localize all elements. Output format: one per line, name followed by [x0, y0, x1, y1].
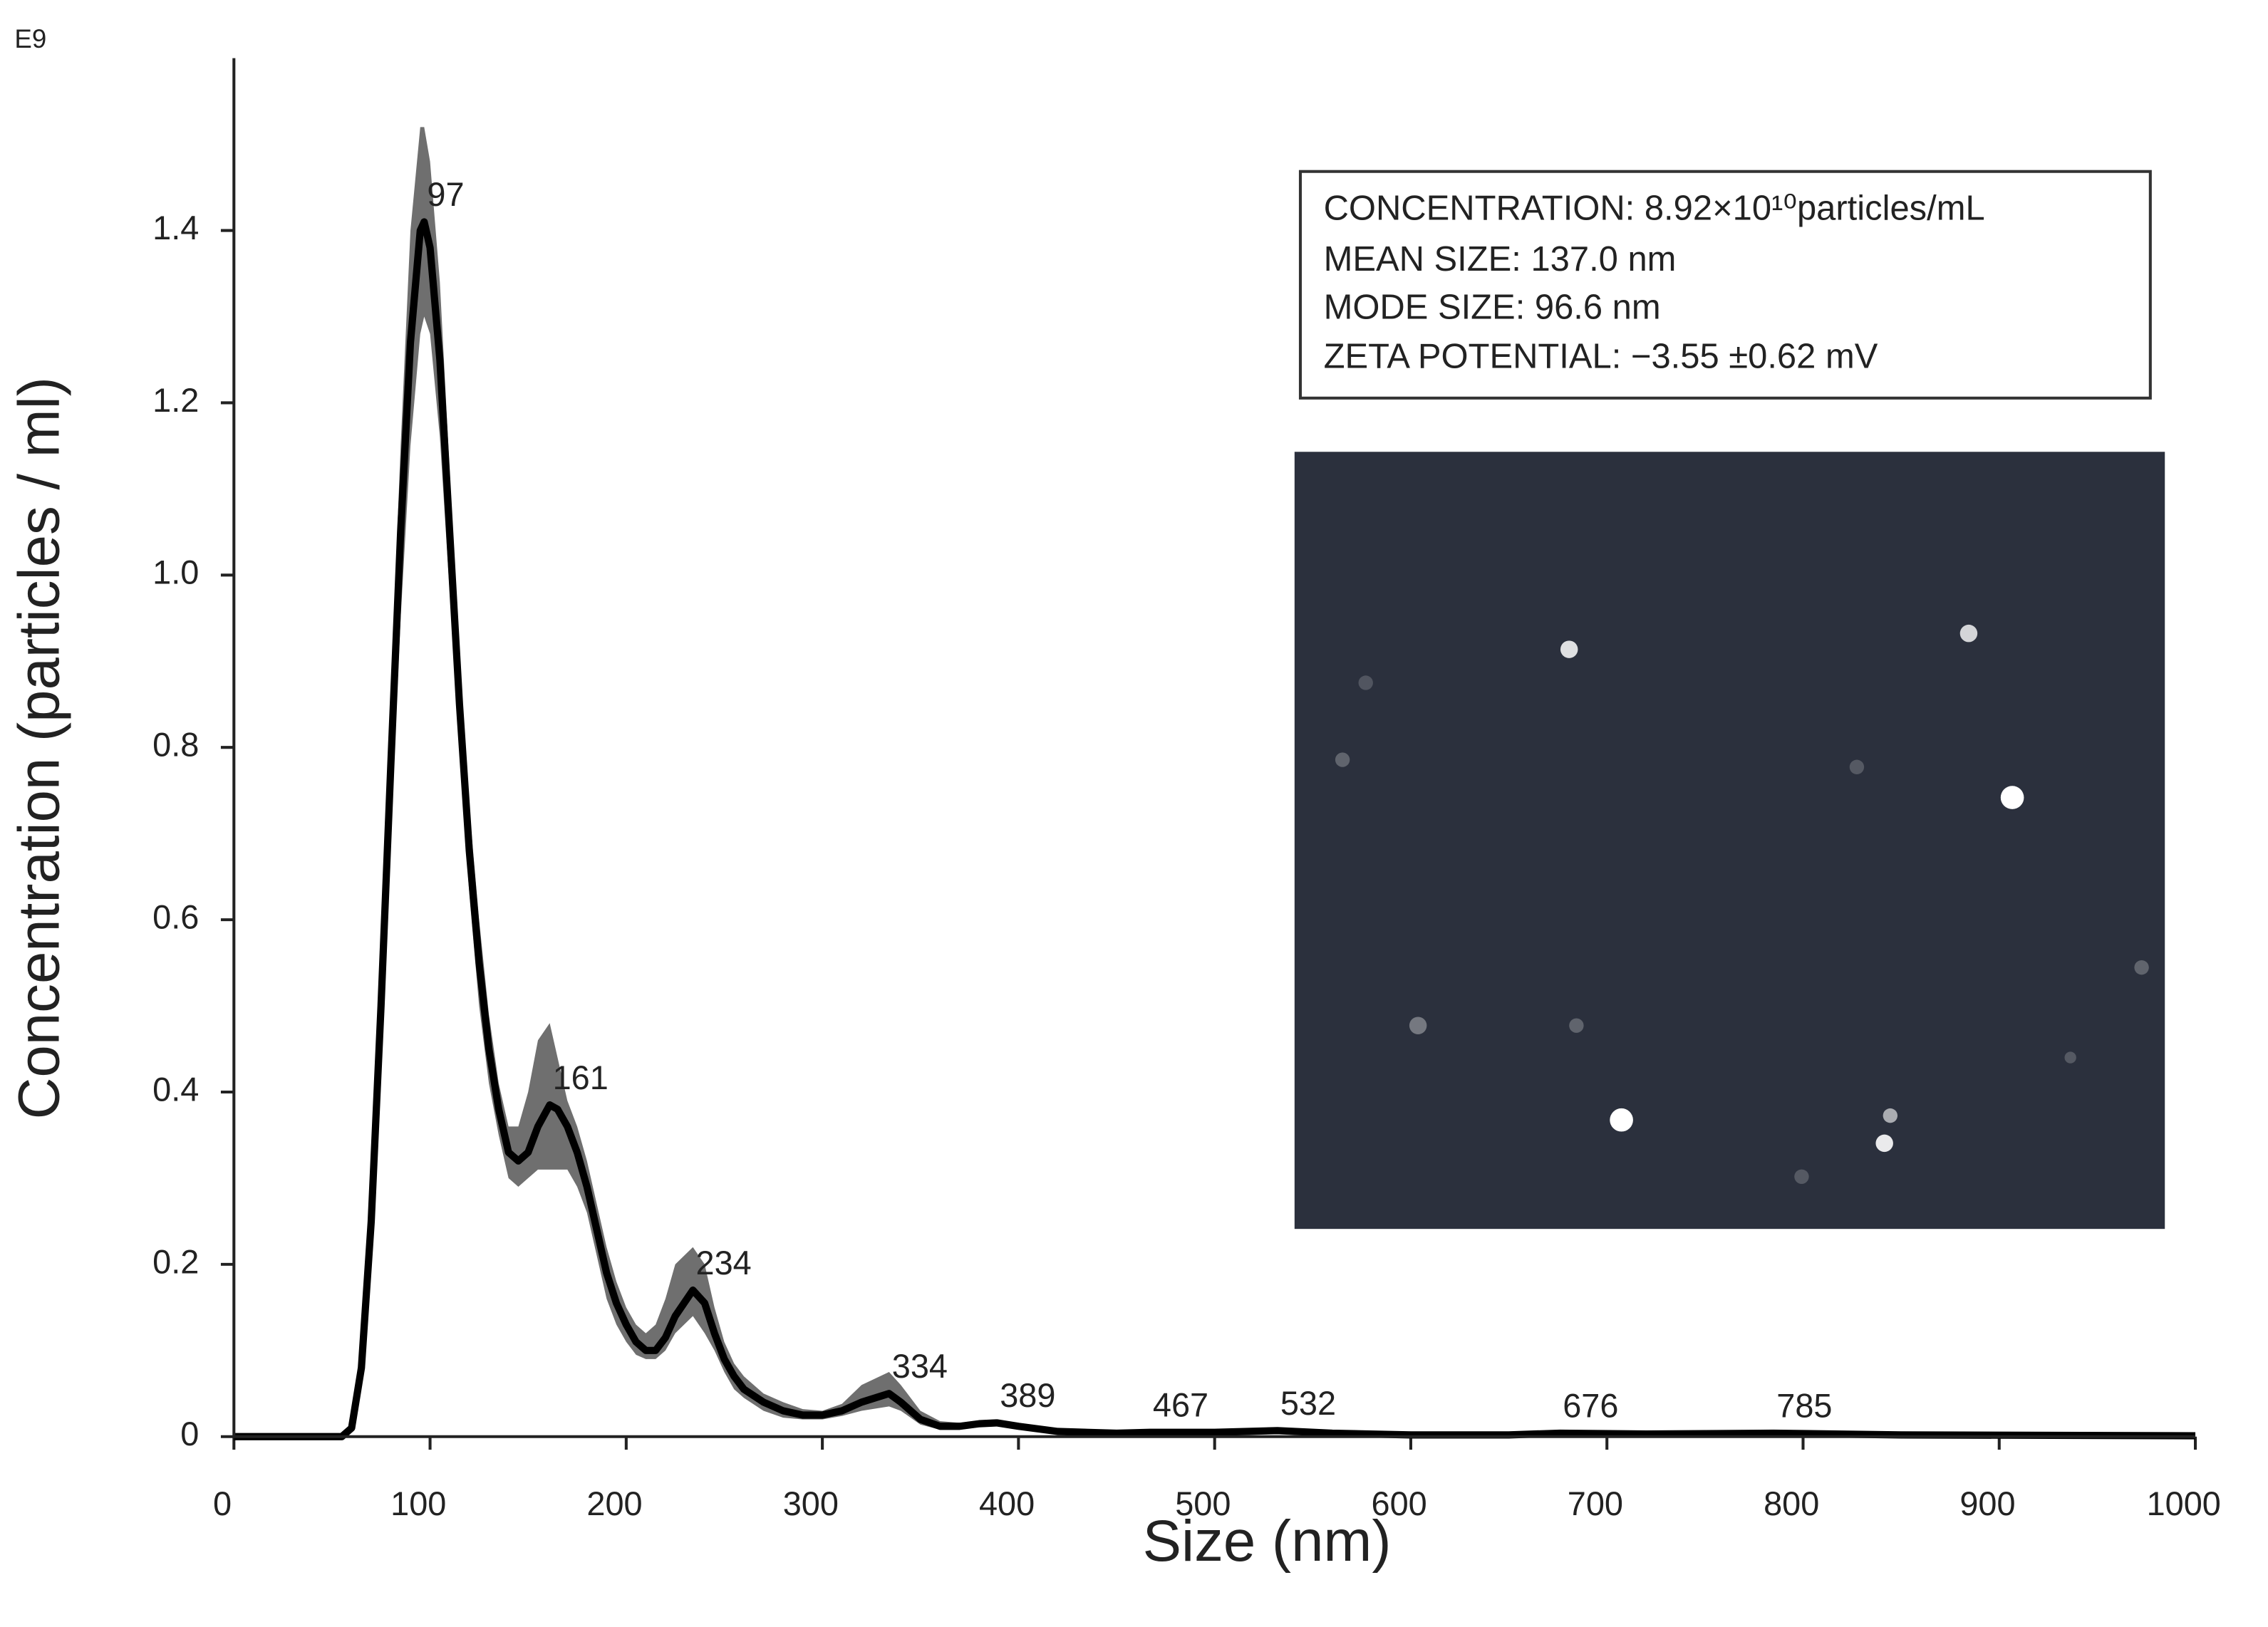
x-tick-label: 900: [1959, 1485, 2015, 1522]
particles: [1335, 624, 2149, 1184]
x-tick-label: 600: [1372, 1485, 1427, 1522]
y-tick-label: 0.6: [152, 898, 199, 935]
particle: [1883, 1108, 1898, 1123]
x-tick-label: 100: [390, 1485, 446, 1522]
peak-label: 234: [696, 1244, 752, 1282]
particle: [1794, 1169, 1809, 1184]
y-tick-label: 0.2: [152, 1243, 199, 1280]
y-tick-label: 0.8: [152, 727, 199, 764]
particle: [1335, 752, 1350, 767]
y-tick-label: 1.4: [152, 209, 199, 246]
x-tick-label: 300: [783, 1485, 839, 1522]
peak-label: 97: [427, 176, 464, 213]
peak-label: 532: [1280, 1385, 1336, 1422]
particle: [1875, 1134, 1893, 1153]
particle: [1569, 1018, 1584, 1033]
particle: [1849, 759, 1865, 774]
particle-image: [1294, 452, 2165, 1230]
x-tick-label: 200: [586, 1485, 642, 1522]
info-box: CONCENTRATION: 8.92×10¹⁰particles/mL MEA…: [1298, 170, 2152, 400]
peak-label: 676: [1563, 1388, 1618, 1425]
info-text: MEAN SIZE: 137.0 nm: [1324, 240, 1677, 279]
x-tick-label: 1000: [2147, 1485, 2221, 1522]
y-tick-label: 0: [180, 1415, 199, 1452]
particle: [1610, 1108, 1633, 1132]
info-text: ZETA POTENTIAL: −3.55 ±0.62 mV: [1324, 338, 1878, 376]
plot-area: 0 0.2 0.4 0.6 0.8 1.0 1.2 1.4 0 100 200 300 400 500 60…: [152, 58, 2221, 1522]
particle: [1560, 640, 1578, 658]
info-text: MODE SIZE: 96.6 nm: [1324, 288, 1661, 326]
image-background: [1294, 452, 2165, 1230]
unit-label: E9: [14, 24, 46, 53]
x-tick-label: 700: [1568, 1485, 1623, 1522]
x-axis-label: Size (nm): [1143, 1509, 1392, 1574]
particle: [2064, 1051, 2076, 1064]
line: [234, 218, 2196, 1440]
particle: [2134, 960, 2149, 975]
particle: [1409, 1017, 1427, 1034]
peak-label: 389: [1000, 1377, 1055, 1414]
particle: [1959, 624, 1978, 643]
particle: [2000, 786, 2024, 809]
peak-label: 785: [1776, 1388, 1832, 1425]
axis-line: [232, 58, 2196, 1438]
particle: [1358, 675, 1373, 690]
peak-label: 334: [892, 1348, 948, 1385]
info-frame: [1298, 170, 2152, 400]
x-tick-label: 0: [213, 1485, 232, 1522]
x-tick-label: 500: [1175, 1485, 1231, 1522]
x-tick-label: 400: [979, 1485, 1035, 1522]
y-tick-label: 0.4: [152, 1071, 199, 1108]
y-tick-label: 1.0: [152, 554, 199, 591]
y-tick-label: 1.2: [152, 382, 199, 419]
y-axis-label: Concentration (particles / ml): [7, 377, 72, 1119]
peak-label: 161: [553, 1059, 609, 1096]
x-tick-label: 800: [1764, 1485, 1819, 1522]
info-text: CONCENTRATION: 8.92×10¹⁰particles/mL: [1324, 189, 1985, 228]
peak-label: 467: [1153, 1386, 1208, 1423]
